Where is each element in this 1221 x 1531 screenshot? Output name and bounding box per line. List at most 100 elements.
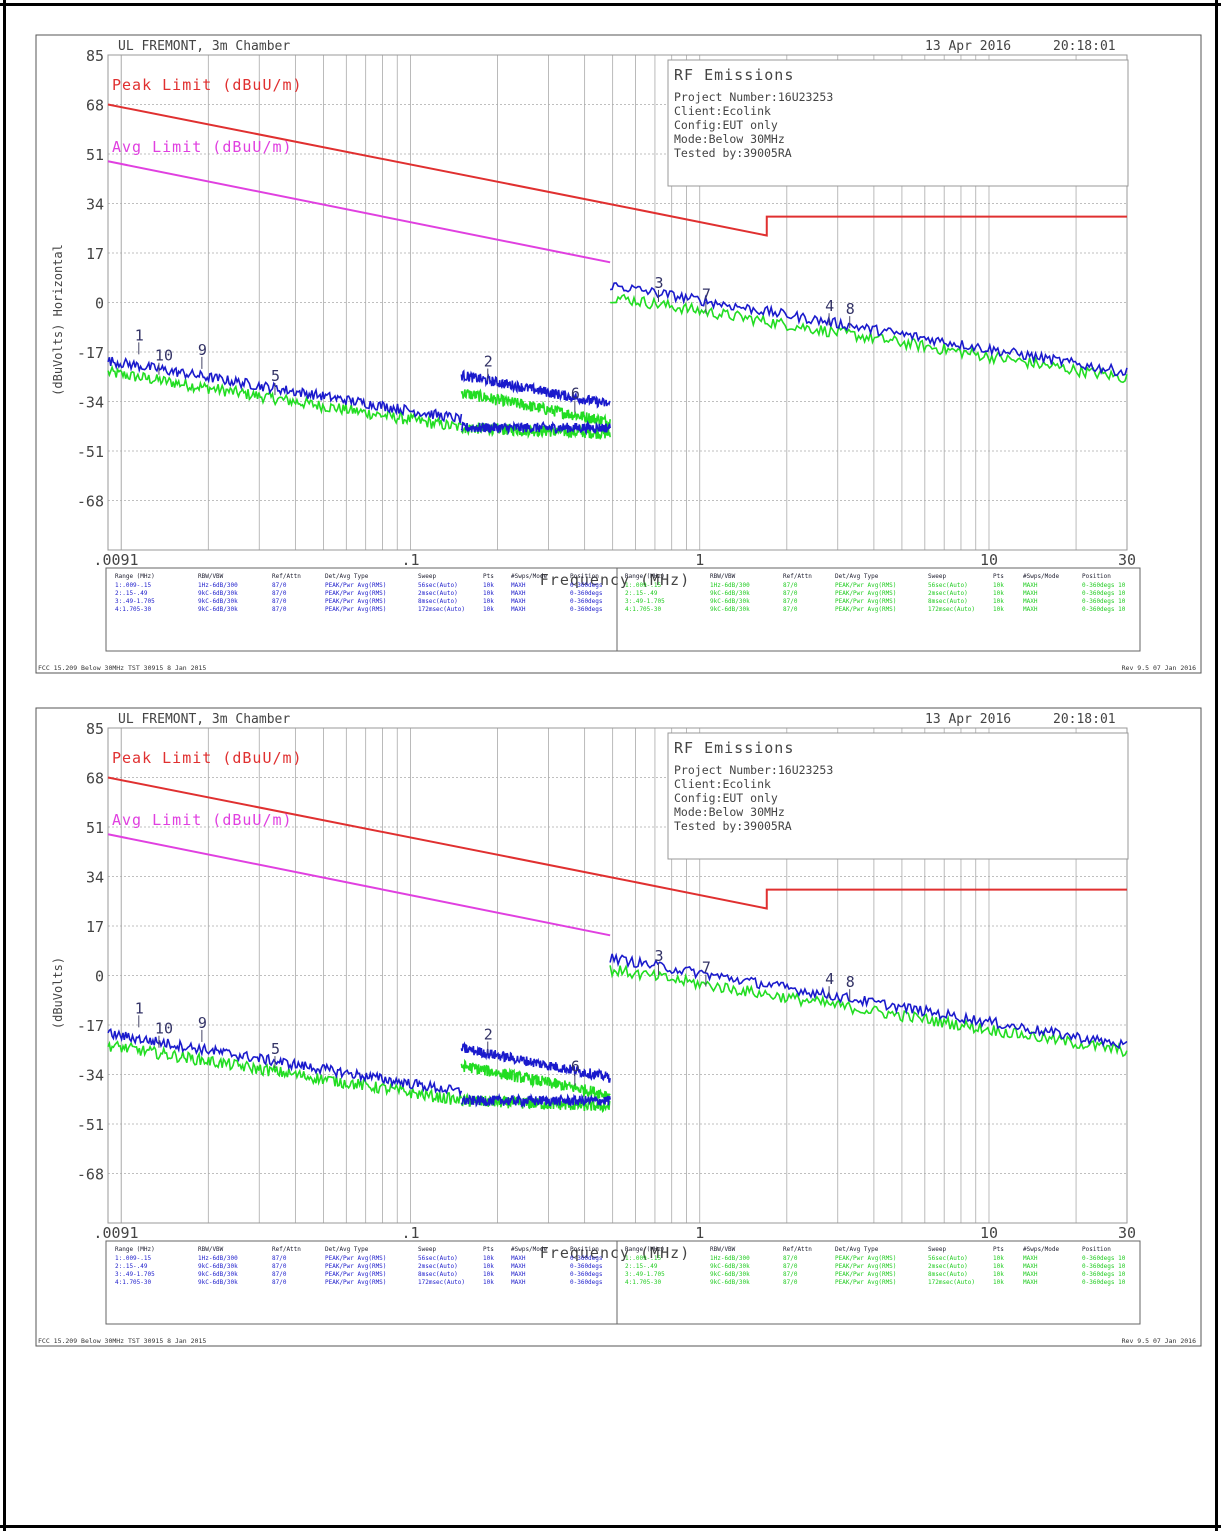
x-tick-label: 10 — [980, 1224, 998, 1242]
settings-cell-left: MAXH — [511, 590, 526, 597]
settings-cell-left: 87/0 — [272, 598, 287, 605]
settings-cell-right: 10k — [993, 1271, 1004, 1278]
settings-cell-right: 10k — [993, 1279, 1004, 1286]
settings-header-right: #Swps/Mode — [1023, 1246, 1060, 1253]
marker-label: 10 — [155, 347, 173, 365]
settings-cell-right: 56sec(Auto) — [928, 582, 968, 589]
settings-cell-left: 87/0 — [272, 1255, 287, 1262]
settings-cell-right: 0-360degs 10 — [1082, 1271, 1126, 1278]
marker-label: 5 — [271, 367, 280, 385]
settings-header-left: Pts — [483, 573, 494, 580]
settings-header-left: Sweep — [418, 1246, 436, 1253]
settings-cell-left: 9kC-6dB/30k — [198, 590, 238, 597]
settings-cell-right: 9kC-6dB/30k — [710, 1263, 750, 1270]
settings-cell-left: 9kC-6dB/30k — [198, 1263, 238, 1270]
y-tick-label: 85 — [86, 720, 104, 738]
avg-trace — [460, 388, 611, 429]
settings-cell-left: 4:1.705-30 — [115, 1279, 152, 1286]
settings-cell-left: 1:.009-.15 — [115, 1255, 152, 1262]
settings-cell-left: 9kC-6dB/30k — [198, 606, 238, 613]
settings-header-right: Position — [1082, 573, 1111, 580]
settings-header-left: Ref/Attn — [272, 1246, 301, 1253]
y-tick-label: 34 — [86, 869, 104, 887]
y-tick-label: 17 — [86, 918, 104, 936]
settings-header-right: RBW/VBW — [710, 1246, 736, 1253]
marker-label: 9 — [198, 1014, 207, 1032]
settings-cell-left: 0-360degs — [570, 582, 603, 589]
settings-cell-left: 9kC-6dB/30k — [198, 1271, 238, 1278]
footer-left: FCC 15.209 Below 30MHz TST 30915 8 Jan 2… — [38, 1337, 206, 1345]
settings-cell-right: 0-360degs 10 — [1082, 598, 1126, 605]
settings-cell-right: 87/0 — [783, 598, 798, 605]
peak-trace — [609, 282, 1128, 377]
marker-label: 4 — [825, 970, 834, 988]
header-time: 20:18:01 — [1053, 39, 1116, 54]
peak-trace — [460, 1041, 611, 1083]
marker-label: 6 — [571, 1058, 580, 1076]
settings-cell-right: 172msec(Auto) — [928, 606, 975, 613]
x-tick-label: 10 — [980, 551, 998, 569]
header-date: 13 Apr 2016 — [925, 39, 1011, 54]
settings-header-left: Range (MHz) — [115, 573, 155, 580]
x-tick-label: 1 — [695, 551, 704, 569]
settings-cell-left: 56sec(Auto) — [418, 1255, 458, 1262]
settings-cell-left: 10k — [483, 1263, 494, 1270]
info-box-line: Tested by:39005RA — [674, 146, 792, 160]
settings-cell-right: 87/0 — [783, 590, 798, 597]
marker-label: 10 — [155, 1020, 173, 1038]
settings-cell-left: MAXH — [511, 1271, 526, 1278]
avg-limit-label: Avg Limit (dBuU/m) — [112, 138, 293, 156]
settings-header-right: Range (MHz) — [625, 1246, 665, 1253]
settings-cell-right: MAXH — [1023, 590, 1038, 597]
settings-cell-right: 9kC-6dB/30k — [710, 598, 750, 605]
info-box — [667, 59, 1129, 187]
plot-frame — [35, 707, 1202, 1347]
info-box-line: Config:EUT only — [674, 118, 778, 132]
avg-trace — [609, 964, 1128, 1058]
settings-cell-right: PEAK/Pwr Avg(RMS) — [835, 598, 896, 605]
settings-cell-left: 0-360degs — [570, 590, 603, 597]
marker-label: 3 — [654, 947, 663, 965]
y-tick-label: 68 — [86, 97, 104, 115]
y-tick-label: -17 — [77, 1017, 104, 1035]
settings-cell-right: 10k — [993, 590, 1004, 597]
settings-cell-left: PEAK/Pwr Avg(RMS) — [325, 1279, 386, 1286]
header-site: UL FREMONT, 3m Chamber — [118, 712, 290, 727]
marker-label: 8 — [846, 973, 855, 991]
y-tick-label: 34 — [86, 196, 104, 214]
x-tick-label: .0091 — [93, 1224, 138, 1242]
y-tick-label: 0 — [95, 968, 104, 986]
settings-header-left: RBW/VBW — [198, 573, 224, 580]
settings-cell-right: PEAK/Pwr Avg(RMS) — [835, 1263, 896, 1270]
peak-trace — [609, 952, 1128, 1050]
settings-cell-left: MAXH — [511, 1279, 526, 1286]
marker-label: 6 — [571, 385, 580, 403]
avg-trace — [107, 364, 462, 431]
settings-cell-left: 87/0 — [272, 590, 287, 597]
avg-trace — [107, 1040, 463, 1105]
settings-cell-left: MAXH — [511, 598, 526, 605]
settings-cell-left: 10k — [483, 1279, 494, 1286]
info-box-line: Mode:Below 30MHz — [674, 132, 785, 146]
settings-cell-right: 87/0 — [783, 1279, 798, 1286]
x-tick-label: .1 — [401, 551, 419, 569]
info-box-line: Client:Ecolink — [674, 104, 771, 118]
marker-label: 1 — [135, 326, 144, 344]
settings-header-left: Det/Avg Type — [325, 573, 369, 580]
settings-header-right: Position — [1082, 1246, 1111, 1253]
settings-cell-right: 0-360degs 10 — [1082, 582, 1126, 589]
settings-header-left: Pts — [483, 1246, 494, 1253]
settings-cell-right: 0-360degs 10 — [1082, 1263, 1126, 1270]
y-tick-label: 68 — [86, 770, 104, 788]
settings-cell-right: 87/0 — [783, 606, 798, 613]
x-tick-label: 30 — [1118, 551, 1136, 569]
settings-cell-right: 0-360degs 10 — [1082, 590, 1126, 597]
settings-cell-right: 87/0 — [783, 1255, 798, 1262]
peak-trace — [107, 356, 463, 424]
settings-cell-right: 87/0 — [783, 1271, 798, 1278]
settings-cell-left: 3:.49-1.705 — [115, 598, 155, 605]
settings-cell-left: 10k — [483, 1255, 494, 1262]
settings-cell-left: 0-360degs — [570, 606, 603, 613]
marker-label: 2 — [484, 353, 493, 371]
settings-cell-right: 87/0 — [783, 1263, 798, 1270]
